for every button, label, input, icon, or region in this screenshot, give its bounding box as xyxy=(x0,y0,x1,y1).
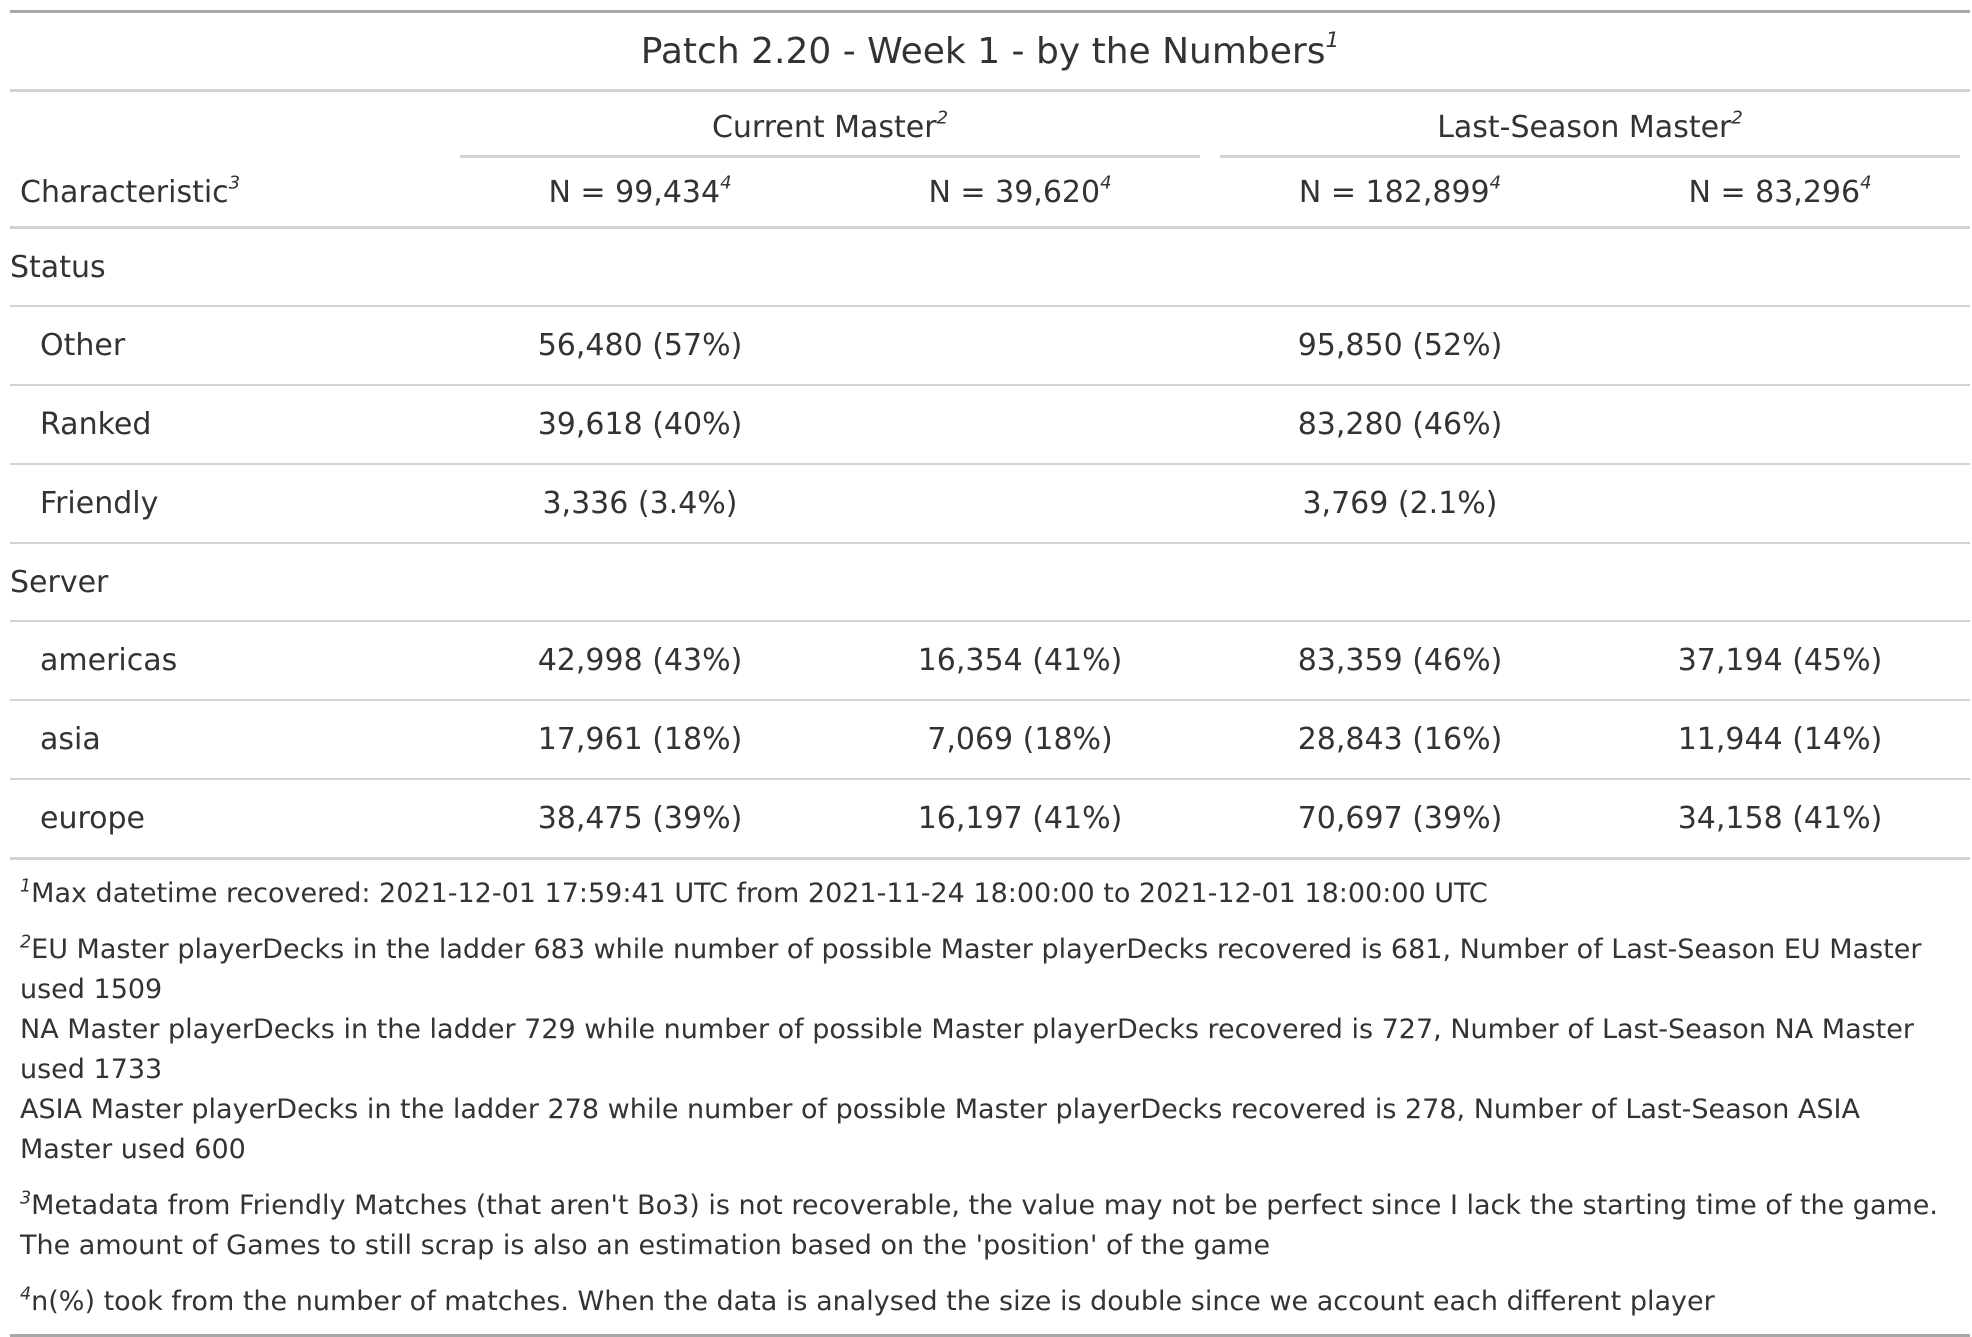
footnote-3: 3Metadata from Friendly Matches (that ar… xyxy=(20,1186,1960,1266)
footnote-mark: 4 xyxy=(720,172,732,193)
title-row: Patch 2.20 - Week 1 - by the Numbers1 xyxy=(10,11,1971,92)
table-row: asia 17,961 (18%) 7,069 (18%) 28,843 (16… xyxy=(10,700,1971,780)
footnote-mark: 3 xyxy=(20,1188,32,1209)
spanner-current-master: Current Master2 xyxy=(450,91,1210,158)
table-cell: 17,961 (18%) xyxy=(450,700,830,780)
table-row: americas 42,998 (43%) 16,354 (41%) 83,35… xyxy=(10,621,1971,701)
column-header-n: N = 39,6204 xyxy=(830,158,1210,229)
row-label: Ranked xyxy=(10,385,450,465)
row-label: asia xyxy=(10,700,450,780)
spanner-label: Current Master2 xyxy=(460,107,1200,158)
footnote-2: 2EU Master playerDecks in the ladder 683… xyxy=(20,930,1960,1170)
footnote-text: Max datetime recovered: 2021-12-01 17:59… xyxy=(31,878,1488,909)
spanner-row: Current Master2 Last-Season Master2 xyxy=(10,91,1970,159)
table-cell xyxy=(830,464,1210,544)
column-header-n: N = 99,4344 xyxy=(450,158,830,229)
table-cell: 28,843 (16%) xyxy=(1210,700,1590,780)
group-label: Server xyxy=(10,543,1971,622)
footnote-mark: 2 xyxy=(20,932,32,953)
footnote-mark: 3 xyxy=(228,172,241,193)
table-cell: 16,197 (41%) xyxy=(830,779,1210,860)
table-cell xyxy=(830,385,1210,465)
column-header-characteristic: Characteristic3 xyxy=(10,158,450,229)
footnote-text: ASIA Master playerDecks in the ladder 27… xyxy=(20,1094,1860,1165)
table-cell: 37,194 (45%) xyxy=(1590,621,1971,701)
table-row: europe 38,475 (39%) 16,197 (41%) 70,697 … xyxy=(10,779,1971,860)
table-cell: 95,850 (52%) xyxy=(1210,306,1590,386)
footnote-mark: 2 xyxy=(936,107,949,129)
table-title: Patch 2.20 - Week 1 - by the Numbers1 xyxy=(10,11,1971,92)
table-cell xyxy=(830,306,1210,386)
group-label: Status xyxy=(10,227,1971,307)
footnote-4: 4n(%) took from the number of matches. W… xyxy=(20,1282,1960,1322)
row-label: americas xyxy=(10,621,450,701)
footnote-text: n(%) took from the number of matches. Wh… xyxy=(31,1286,1715,1317)
summary-table-container: Patch 2.20 - Week 1 - by the Numbers1 Cu… xyxy=(10,10,1971,1337)
footnote-mark: 1 xyxy=(1325,27,1340,53)
table-cell: 3,336 (3.4%) xyxy=(450,464,830,544)
footnote-mark: 4 xyxy=(1489,172,1502,193)
table-cell: 56,480 (57%) xyxy=(450,306,830,386)
table-cell: 3,769 (2.1%) xyxy=(1210,464,1590,544)
group-row-server: Server xyxy=(10,543,1971,622)
group-row-status: Status xyxy=(10,227,1971,307)
column-header-row: Characteristic3 N = 99,4344 N = 39,6204 … xyxy=(10,158,1971,229)
table-cell: 42,998 (43%) xyxy=(450,621,830,701)
table-cell xyxy=(1590,385,1971,465)
footnote-1: 1Max datetime recovered: 2021-12-01 17:5… xyxy=(20,874,1960,914)
table-cell: 70,697 (39%) xyxy=(1210,779,1590,860)
footnote-mark: 1 xyxy=(20,876,32,897)
spanner-empty xyxy=(10,91,450,159)
summary-table: Patch 2.20 - Week 1 - by the Numbers1 Cu… xyxy=(10,10,1971,1337)
footnote-mark: 4 xyxy=(1100,172,1112,193)
table-row: Friendly 3,336 (3.4%) 3,769 (2.1%) xyxy=(10,464,1971,544)
row-label: Other xyxy=(10,306,450,386)
table-cell: 39,618 (40%) xyxy=(450,385,830,465)
footnote-text: EU Master playerDecks in the ladder 683 … xyxy=(20,934,1922,1005)
table-cell: 38,475 (39%) xyxy=(450,779,830,860)
column-header-n: N = 182,8994 xyxy=(1210,158,1590,229)
table-cell: 7,069 (18%) xyxy=(830,700,1210,780)
table-cell: 16,354 (41%) xyxy=(830,621,1210,701)
footnote-mark: 4 xyxy=(20,1284,32,1305)
table-cell: 83,280 (46%) xyxy=(1210,385,1590,465)
footnote-text: Metadata from Friendly Matches (that are… xyxy=(20,1190,1938,1261)
spanner-label: Last-Season Master2 xyxy=(1220,107,1961,158)
footnote-text: NA Master playerDecks in the ladder 729 … xyxy=(20,1014,1914,1085)
column-header-n: N = 83,2964 xyxy=(1590,158,1971,229)
table-row: Other 56,480 (57%) 95,850 (52%) xyxy=(10,306,1971,386)
spanner-last-season-master: Last-Season Master2 xyxy=(1210,91,1970,158)
row-label: europe xyxy=(10,779,450,860)
table-row: Ranked 39,618 (40%) 83,280 (46%) xyxy=(10,385,1971,465)
footnote-mark: 2 xyxy=(1731,107,1743,129)
table-cell xyxy=(1590,464,1971,544)
footnote-mark: 4 xyxy=(1860,172,1872,193)
table-cell: 34,158 (41%) xyxy=(1590,779,1971,860)
table-cell: 83,359 (46%) xyxy=(1210,621,1590,701)
row-label: Friendly xyxy=(10,464,450,544)
table-title-text: Patch 2.20 - Week 1 - by the Numbers xyxy=(640,30,1326,72)
table-cell: 11,944 (14%) xyxy=(1590,700,1971,780)
table-cell xyxy=(1590,306,1971,386)
